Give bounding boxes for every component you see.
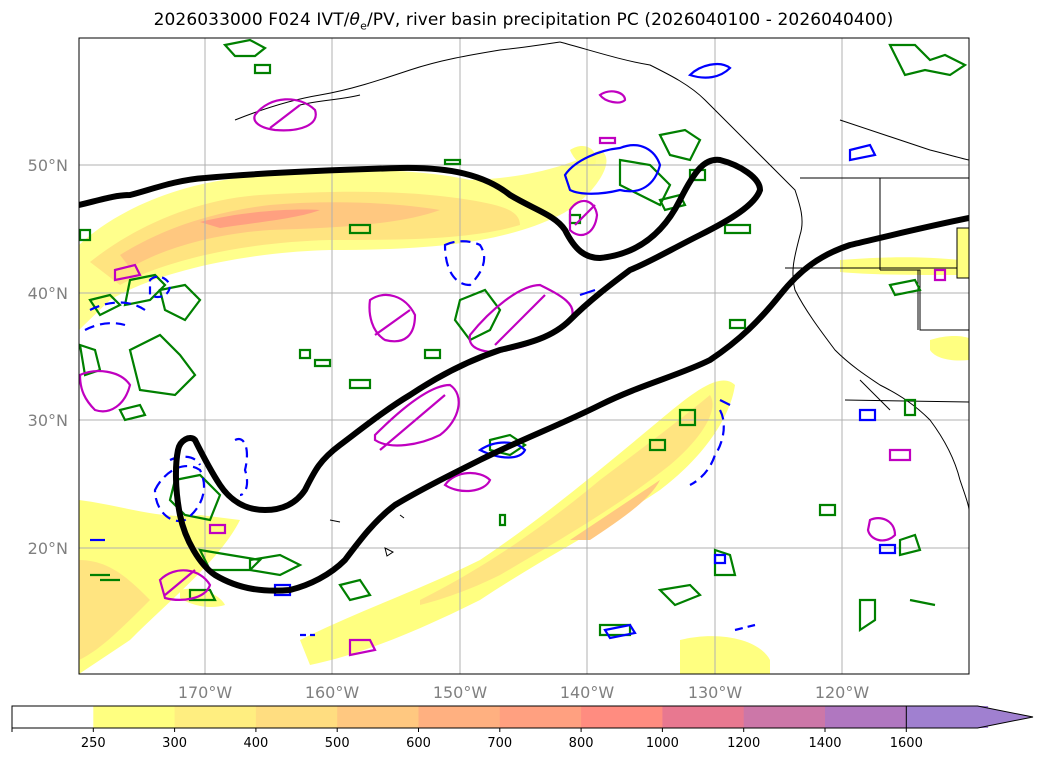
colorbar-tick-label: 1000 xyxy=(646,736,679,751)
colorbar-segment xyxy=(825,706,907,728)
colorbar: 250 300 400 500 600 700 800 1000 1200 1400 1600 xyxy=(11,705,1034,751)
lat-label-40: 40°N xyxy=(28,284,68,303)
colorbar-segment xyxy=(743,706,826,728)
colorbar-outline xyxy=(11,705,978,729)
ivt-contour xyxy=(79,156,969,594)
colorbar-extend-arrow xyxy=(905,705,1034,729)
plot-area xyxy=(79,38,969,674)
figure-title: 2026033000 F024 IVT/θe/PV, river basin p… xyxy=(153,10,894,33)
theta-contours xyxy=(84,62,897,640)
colorbar-segment xyxy=(418,706,501,728)
colorbar-segment xyxy=(662,706,745,728)
lat-label-30: 30°N xyxy=(28,411,68,430)
colorbar-segment xyxy=(581,706,663,728)
colorbar-segment xyxy=(93,706,176,728)
lat-label-50: 50°N xyxy=(28,156,68,175)
precip-contours xyxy=(79,38,968,637)
plot-frame xyxy=(78,37,970,675)
colorbar-tick-label: 1400 xyxy=(808,736,841,751)
colorbar-tick-label: 400 xyxy=(243,736,268,751)
lon-label-170w: 170°W xyxy=(178,683,233,702)
colorbar-segment xyxy=(255,706,338,728)
ivt-shading xyxy=(79,145,969,674)
lon-label-130w: 130°W xyxy=(688,683,743,702)
colorbar-tick-label: 600 xyxy=(406,736,431,751)
colorbar-tick-label: 250 xyxy=(81,736,106,751)
lon-label-160w: 160°W xyxy=(305,683,360,702)
colorbar-segment xyxy=(337,706,419,728)
colorbar-tick-label: 800 xyxy=(569,736,594,751)
colorbar-tick-label: 700 xyxy=(487,736,512,751)
colorbar-tick-label: 300 xyxy=(162,736,187,751)
lon-label-140w: 140°W xyxy=(560,683,615,702)
colorbar-segment xyxy=(174,706,257,728)
colorbar-segment xyxy=(12,706,94,728)
colorbar-tick-label: 1200 xyxy=(727,736,760,751)
lon-label-120w: 120°W xyxy=(815,683,870,702)
lon-label-150w: 150°W xyxy=(433,683,488,702)
pv-contours xyxy=(79,90,947,657)
colorbar-tick-label: 1600 xyxy=(890,736,923,751)
lat-label-20: 20°N xyxy=(28,539,68,558)
colorbar-tick-label: 500 xyxy=(325,736,350,751)
colorbar-segment xyxy=(499,706,582,728)
